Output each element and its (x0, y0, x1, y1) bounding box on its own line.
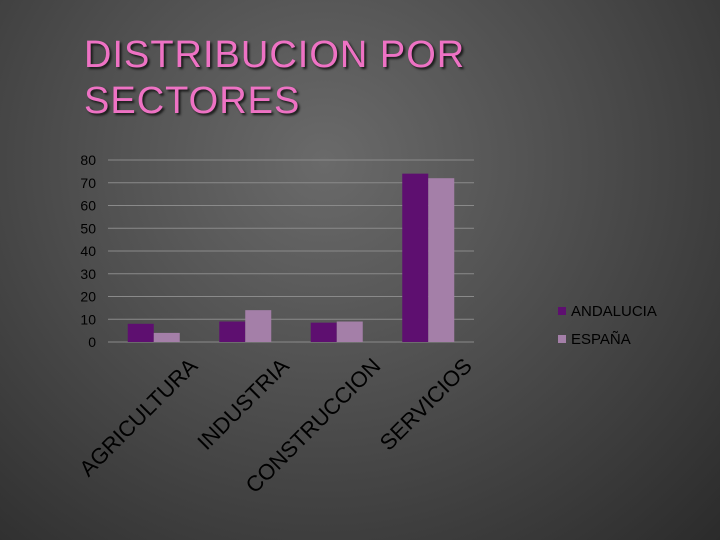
y-tick-label: 20 (80, 289, 96, 305)
bar-andalucia-0 (127, 323, 154, 342)
legend-swatch (558, 335, 566, 343)
x-category-label: AGRICULTURA (74, 353, 202, 481)
slide-title: DISTRIBUCION POR SECTORES (84, 32, 684, 124)
legend-swatch (558, 307, 566, 315)
bar-andalucia-2 (310, 322, 337, 342)
y-tick-label: 50 (80, 220, 96, 236)
y-tick-label: 60 (80, 198, 96, 214)
y-tick-label: 10 (80, 311, 96, 327)
x-category-label: INDUSTRIA (192, 353, 294, 455)
bar-andalucia-3 (402, 173, 429, 342)
bar-andalucia-1 (219, 321, 246, 342)
bar-espana-0 (153, 332, 180, 342)
y-tick-label: 70 (80, 175, 96, 191)
bar-espana-3 (428, 178, 455, 342)
legend-label: ESPAÑA (571, 331, 631, 348)
legend-label: ANDALUCIA (571, 303, 657, 320)
y-tick-label: 30 (80, 266, 96, 282)
y-tick-label: 80 (80, 152, 96, 168)
y-tick-label: 40 (80, 243, 96, 259)
bar-espana-1 (245, 310, 272, 342)
bar-espana-2 (336, 321, 363, 342)
title-line-1: DISTRIBUCION POR (84, 34, 466, 76)
y-tick-label: 0 (88, 334, 96, 350)
x-category-label: SERVICIOS (375, 353, 477, 455)
title-line-2: SECTORES (84, 80, 301, 122)
